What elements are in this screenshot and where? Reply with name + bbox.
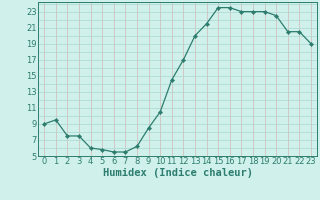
X-axis label: Humidex (Indice chaleur): Humidex (Indice chaleur) <box>103 168 252 178</box>
